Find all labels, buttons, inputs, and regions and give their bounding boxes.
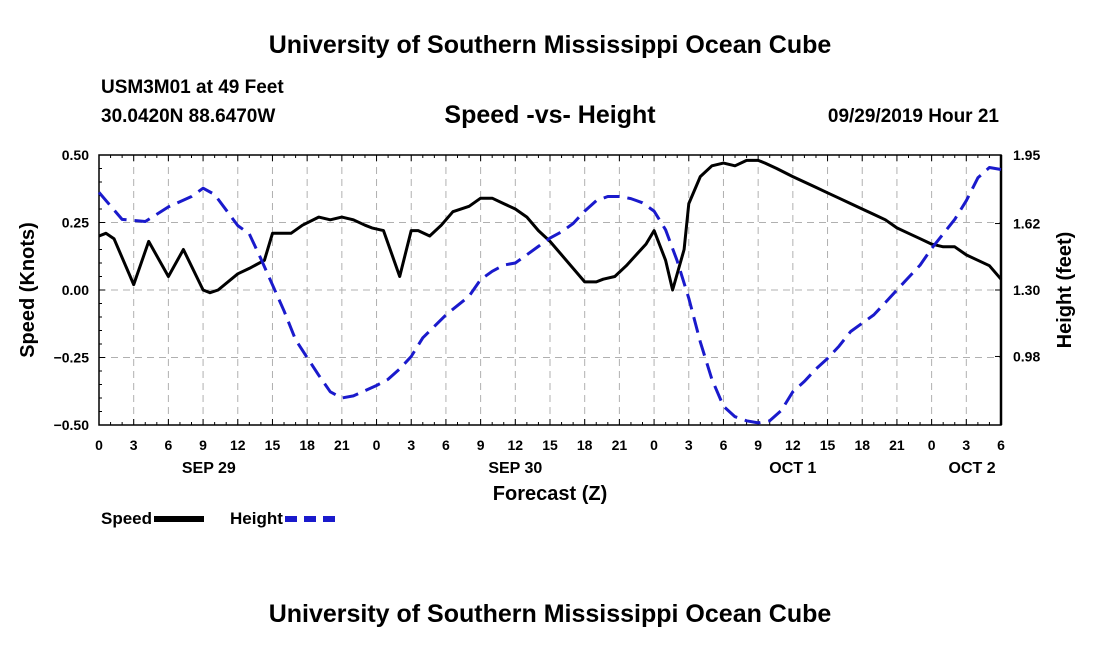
- x-tick-label: 0: [928, 437, 936, 453]
- y-axis-label: Speed (Knots): [17, 222, 39, 358]
- y2-tick-label: 0.98: [1013, 348, 1040, 364]
- x-tick-label: 18: [854, 437, 870, 453]
- x-tick-label: 9: [477, 437, 485, 453]
- x-axis-label: Forecast (Z): [493, 483, 607, 505]
- x-tick-label: 15: [542, 437, 558, 453]
- series-line-speed: [98, 158, 1003, 295]
- x-tick-label: 0: [95, 437, 103, 453]
- forecast-date: 09/29/2019 Hour 21: [827, 106, 999, 127]
- page-title: University of Southern Mississippi Ocean…: [268, 31, 832, 59]
- x-tick-label: 0: [373, 437, 381, 453]
- x-tick-label: 18: [577, 437, 593, 453]
- x-tick-label: 3: [407, 437, 415, 453]
- x-tick-label: 12: [785, 437, 801, 453]
- series-line-height: [97, 166, 1002, 425]
- x-tick-label: 15: [265, 437, 281, 453]
- legend-swatch-speed: [154, 516, 205, 522]
- y2-tick-label: 1.95: [1013, 147, 1040, 163]
- footer-title: University of Southern Mississippi Ocean…: [268, 600, 832, 628]
- y2-tick-label: 1.62: [1013, 216, 1040, 232]
- x-date-label: SEP 30: [488, 460, 542, 477]
- station-name: USM3M01 at 49 Feet: [101, 77, 284, 98]
- legend-item-height: Height: [230, 509, 335, 529]
- legend-label-speed: Speed: [101, 509, 153, 528]
- x-tick-label: 15: [820, 437, 836, 453]
- y-tick-label: −0.50: [54, 417, 90, 433]
- y-tick-label: 0.00: [62, 282, 89, 298]
- legend-swatch-height: [284, 516, 335, 522]
- x-tick-label: 21: [334, 437, 350, 453]
- x-tick-label: 9: [199, 437, 207, 453]
- y-tick-label: 0.25: [62, 215, 89, 231]
- x-tick-label: 6: [720, 437, 728, 453]
- x-tick-label: 18: [299, 437, 315, 453]
- grid: [99, 155, 1001, 425]
- x-date-label: SEP 29: [182, 460, 236, 477]
- x-tick-label: 3: [962, 437, 970, 453]
- x-tick-label: 21: [889, 437, 905, 453]
- x-tick-label: 6: [442, 437, 450, 453]
- chart-title: Speed -vs- Height: [444, 101, 656, 129]
- y-tick-label: 0.50: [62, 147, 89, 163]
- y2-tick-label: 1.30: [1013, 282, 1040, 298]
- x-tick-label: 0: [650, 437, 658, 453]
- x-tick-label: 3: [130, 437, 138, 453]
- x-date-label: OCT 1: [769, 460, 816, 477]
- x-date-label: OCT 2: [949, 460, 996, 477]
- legend-label-height: Height: [230, 509, 283, 528]
- y-tick-label: −0.25: [54, 350, 90, 366]
- axes: 0 3 6 9 12 15 18 21 0 3 6 9 12 15 18 21 0 3 6 9 12 15 18 21 0 3 6S…: [54, 147, 1041, 477]
- series: [97, 158, 1003, 425]
- x-tick-label: 3: [685, 437, 693, 453]
- x-tick-label: 12: [230, 437, 246, 453]
- x-tick-label: 6: [997, 437, 1005, 453]
- station-coordinates: 30.0420N 88.6470W: [101, 106, 276, 127]
- x-tick-label: 9: [754, 437, 762, 453]
- x-tick-label: 21: [612, 437, 628, 453]
- y2-axis-label: Height (feet): [1054, 232, 1076, 349]
- x-tick-label: 12: [508, 437, 524, 453]
- x-tick-label: 6: [164, 437, 172, 453]
- legend-item-speed: Speed: [101, 509, 205, 529]
